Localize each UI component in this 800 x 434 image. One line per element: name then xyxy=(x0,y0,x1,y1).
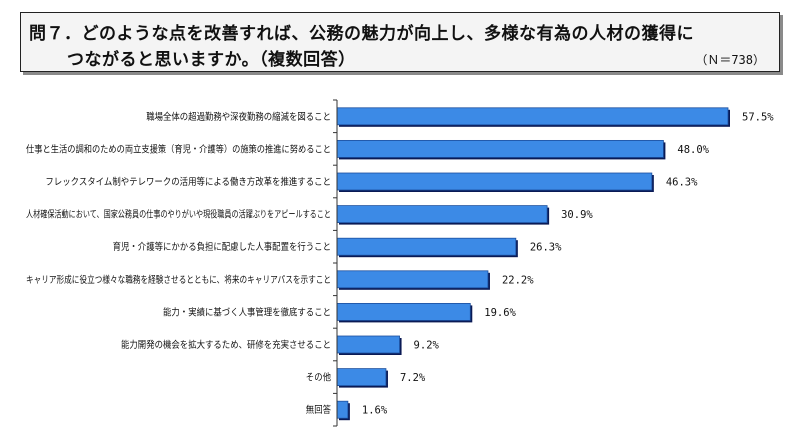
category-label: 能力・実績に基づく人事管理を徹底すること xyxy=(163,306,331,318)
data-label: 48.0% xyxy=(677,144,709,156)
bar xyxy=(336,172,653,191)
category-label: 能力開発の機会を拡大するため、研修を充実させること xyxy=(121,339,331,351)
sample-size-label: （Ｎ＝738） xyxy=(695,53,765,67)
data-label: 19.6% xyxy=(484,307,516,319)
chart-title-line-2: つながると思いますか。（複数回答） xyxy=(67,50,356,70)
data-label: 9.2% xyxy=(414,340,440,352)
data-label: 57.5% xyxy=(742,111,774,123)
category-label: 職場全体の超過勤務や深夜勤務の縮減を図ること xyxy=(146,111,331,123)
category-label: 育児・介護等にかかる負担に配慮した人事配置を行うこと xyxy=(113,241,331,253)
chart-title-line-1: 問７．どのような点を改善すれば、公務の魅力が向上し、多様な有為の人材の獲得に xyxy=(29,24,694,44)
bar xyxy=(336,335,400,354)
data-label: 7.2% xyxy=(400,372,426,384)
data-label: 22.2% xyxy=(502,274,534,286)
category-label: 仕事と生活の調和のための両立支援策（育児・介護等）の施策の推進に努めること xyxy=(26,143,331,155)
bar xyxy=(336,270,489,289)
bar xyxy=(336,107,729,126)
bar xyxy=(336,205,548,224)
data-label: 26.3% xyxy=(530,242,562,254)
bar xyxy=(336,302,471,321)
category-label: キャリア形成に役立つ様々な職務を経験させるとともに、将来のキャリアパスを示すこと xyxy=(26,274,331,286)
data-label: 1.6% xyxy=(362,405,388,417)
bar xyxy=(336,139,664,158)
category-label: 無回答 xyxy=(306,404,332,416)
bar xyxy=(336,368,387,387)
bar xyxy=(336,237,517,256)
data-label: 46.3% xyxy=(666,177,698,189)
category-label: その他 xyxy=(306,372,332,384)
data-label: 30.9% xyxy=(561,209,593,221)
bar xyxy=(336,400,349,419)
category-label: 人材確保活動において、国家公務員の仕事のやりがいや現役職員の活躍ぶりをアピールす… xyxy=(26,209,331,221)
title-box: 問７．どのような点を改善すれば、公務の魅力が向上し、多様な有為の人材の獲得に つ… xyxy=(20,12,780,72)
category-label: フレックスタイム制やテレワークの活用等による働き方改革を推進すること xyxy=(45,176,331,188)
